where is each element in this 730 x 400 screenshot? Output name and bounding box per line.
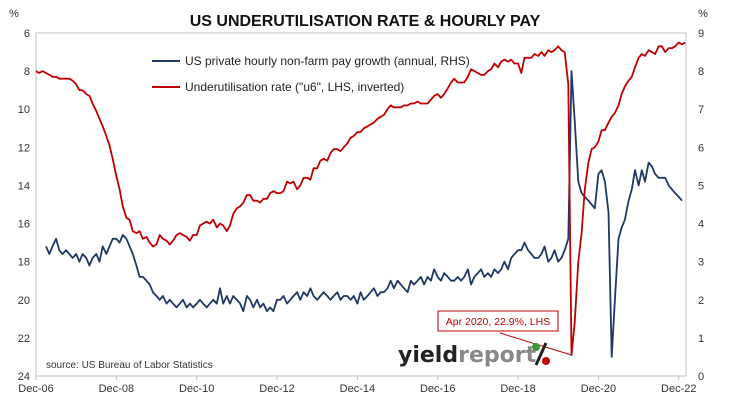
left-tick-label: 16 (18, 219, 30, 231)
plot-area (35, 32, 687, 377)
left-tick-label: 8 (24, 66, 30, 78)
x-tick-label: Dec-16 (420, 383, 455, 395)
annotation: Apr 2020, 22.9%, LHS (437, 310, 572, 356)
right-tick-label: 9 (698, 28, 704, 40)
x-tick-label: Dec-08 (99, 383, 134, 395)
right-axis-ticks: 0 1 2 3 4 5 6 7 8 9 (698, 28, 704, 383)
right-tick-label: 6 (698, 142, 704, 154)
left-tick-label: 18 (18, 257, 30, 269)
left-tick-label: 20 (18, 295, 30, 307)
left-tick-label: 24 (18, 371, 30, 383)
right-tick-label: 1 (698, 333, 704, 345)
left-tick-label: 22 (18, 333, 30, 345)
right-axis-unit: % (698, 8, 708, 20)
x-tick-label: Dec-14 (340, 383, 375, 395)
left-axis-unit: % (9, 8, 19, 20)
source-note: source: US Bureau of Labor Statistics (46, 360, 213, 371)
percent-icon (532, 342, 550, 366)
chart-title: US UNDERUTILISATION RATE & HOURLY PAY (190, 13, 541, 30)
x-axis-ticks: Dec-06 Dec-08 Dec-10 Dec-12 Dec-14 Dec-16 Dec-… (18, 376, 697, 395)
x-tick-label: Dec-10 (179, 383, 214, 395)
annotation-text: Apr 2020, 22.9%, LHS (446, 316, 550, 328)
x-tick-label: Dec-20 (581, 383, 616, 395)
right-tick-label: 3 (698, 257, 704, 269)
yieldreport-logo: yieldreport (398, 342, 550, 368)
pay-growth-line (45, 70, 683, 358)
legend-label-underutilisation: Underutilisation rate ("u6", LHS, invert… (185, 80, 404, 94)
x-tick-label: Dec-22 (661, 383, 696, 395)
x-tick-label: Dec-18 (500, 383, 535, 395)
left-tick-label: 6 (24, 28, 30, 40)
left-tick-label: 10 (18, 104, 30, 116)
left-axis-ticks: 6 8 10 12 14 16 18 20 22 24 (18, 28, 30, 383)
right-tick-label: 8 (698, 66, 704, 78)
right-tick-label: 7 (698, 104, 704, 116)
right-tick-label: 5 (698, 180, 704, 192)
legend: US private hourly non-farm pay growth (a… (152, 54, 470, 94)
plot-border (35, 32, 687, 377)
right-tick-label: 2 (698, 295, 704, 307)
left-tick-label: 14 (18, 180, 30, 192)
x-tick-label: Dec-12 (259, 383, 294, 395)
annotation-box (437, 310, 559, 332)
right-tick-label: 0 (698, 371, 704, 383)
legend-label-pay-growth: US private hourly non-farm pay growth (a… (185, 54, 470, 68)
right-tick-label: 4 (698, 219, 704, 231)
logo-wordmark: yieldreport (398, 343, 537, 368)
underutilisation-line (35, 41, 686, 356)
left-tick-label: 12 (18, 142, 30, 154)
series-lines (35, 41, 686, 358)
x-tick-label: Dec-06 (18, 383, 53, 395)
